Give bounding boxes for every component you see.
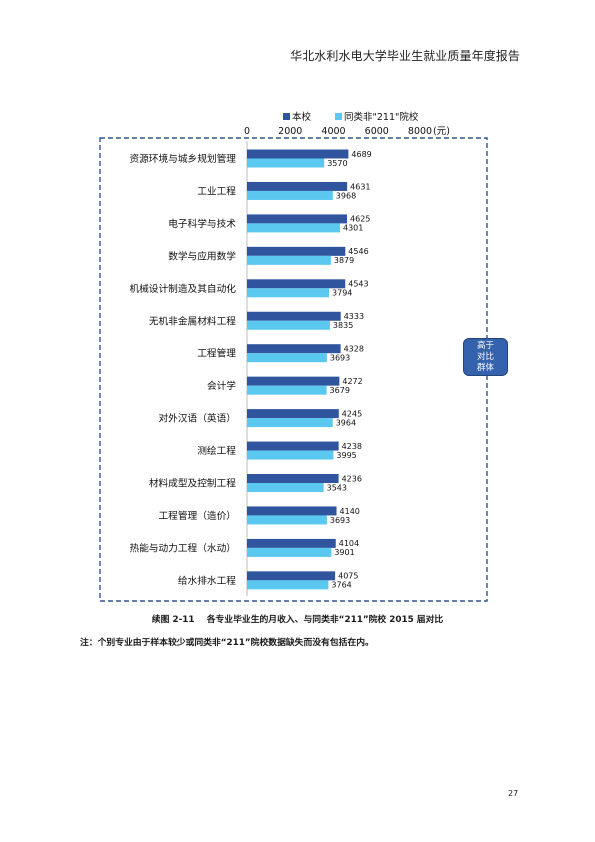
value-label-peer: 3764 [331, 581, 351, 590]
category-label: 会计学 [207, 379, 236, 392]
value-label-school: 4689 [351, 150, 371, 159]
callout-line-3: 群体 [476, 362, 494, 373]
bar-peer [247, 547, 332, 557]
bar-peer [247, 515, 327, 525]
bar-school [247, 344, 341, 354]
bar-peer [247, 158, 325, 168]
x-tick-label: 8000 [408, 126, 432, 137]
bar-school [247, 474, 339, 483]
value-label-school: 4543 [348, 280, 368, 289]
bar-peer [247, 190, 333, 200]
bar-school [247, 181, 348, 191]
figure-caption: 续图 2-11 各专业毕业生的月收入、与同类非“211”院校 2015 届对比 [151, 615, 444, 625]
bar-school [247, 311, 341, 321]
value-label-school: 4075 [338, 572, 358, 581]
value-label-school: 4272 [342, 377, 362, 386]
bar-school [247, 279, 346, 289]
bar-peer [247, 385, 327, 395]
value-label-school: 4236 [342, 474, 362, 483]
bar-peer [247, 418, 333, 428]
value-label-school: 4328 [344, 345, 364, 354]
value-label-peer: 3995 [336, 451, 356, 460]
bar-school [247, 571, 336, 581]
bars [247, 149, 349, 590]
category-label: 数学与应用数学 [168, 249, 236, 262]
legend-swatch-peer [335, 113, 342, 120]
value-label-peer: 3835 [333, 321, 353, 330]
category-label: 电子科学与技术 [168, 217, 236, 230]
category-label: 热能与动力工程（水动） [129, 541, 236, 554]
bar-school [247, 409, 339, 419]
bar-peer [247, 255, 331, 265]
value-label-peer: 3901 [334, 548, 354, 557]
bar-school [247, 246, 346, 256]
value-label-school: 4140 [340, 507, 360, 516]
chart-legend: 本校 同类非"211"院校 [283, 111, 419, 123]
legend-swatch-school [283, 113, 290, 120]
category-label: 机械设计制造及其自动化 [129, 282, 236, 295]
value-label-school: 4104 [339, 539, 359, 548]
bar-peer [247, 288, 330, 298]
bar-peer [247, 450, 334, 460]
bar-school [247, 149, 349, 159]
value-label-school: 4625 [350, 215, 370, 224]
value-label-peer: 3570 [327, 159, 347, 168]
value-label-school: 4238 [342, 442, 362, 451]
callout-line-1: 高于 [476, 340, 494, 351]
value-label-peer: 3693 [330, 516, 350, 525]
callout-line-2: 对比 [476, 351, 494, 362]
category-label: 材料成型及控制工程 [149, 477, 236, 490]
category-label: 工程管理 [197, 347, 236, 360]
value-label-peer: 3794 [332, 289, 352, 298]
bar-peer [247, 223, 341, 233]
chart-dashed-border [99, 137, 488, 602]
value-label-peer: 3964 [336, 418, 356, 427]
value-label-peer: 3543 [327, 483, 347, 492]
bar-peer [247, 580, 329, 590]
x-tick-label: 2000 [278, 126, 302, 137]
value-label-peer: 4301 [343, 224, 363, 233]
value-label-peer: 3693 [330, 354, 350, 363]
value-label-school: 4245 [342, 409, 362, 418]
category-label: 工业工程 [197, 185, 236, 197]
value-label-peer: 3968 [336, 191, 356, 200]
x-tick-label: 4000 [321, 126, 345, 137]
category-labels: 资源环境与城乡规划管理工业工程电子科学与技术数学与应用数学机械设计制造及其自动化… [129, 152, 236, 587]
figure-note: 注：个别专业由于样本较少或同类非“211”院校数据缺失而没有包括在内。 [80, 638, 374, 648]
bar-school [247, 441, 339, 451]
bar-school [247, 538, 336, 548]
value-label-peer: 3879 [334, 256, 354, 265]
report-title-header: 华北水利水电大学毕业生就业质量年度报告 [290, 49, 520, 63]
page-number: 27 [508, 789, 519, 798]
bar-peer [247, 483, 324, 492]
value-label-peer: 3679 [330, 386, 350, 395]
bar-school [247, 506, 337, 516]
value-label-school: 4546 [348, 247, 368, 256]
bar-peer [247, 353, 327, 363]
category-label: 无机非金属材料工程 [149, 314, 236, 327]
legend-label-school: 本校 [292, 111, 312, 123]
income-comparison-bar-chart: 本校 同类非"211"院校 0 2000 4000 6000 8000 (元) 资源环境… [99, 111, 488, 602]
x-axis-unit: (元) [433, 126, 450, 137]
x-tick-label: 0 [244, 126, 250, 137]
legend-label-peer: 同类非"211"院校 [344, 111, 419, 123]
bar-school [247, 214, 348, 224]
x-tick-label: 6000 [365, 126, 389, 137]
value-label-school: 4631 [350, 182, 370, 191]
category-label: 对外汉语（英语） [159, 412, 237, 425]
category-label: 测绘工程 [197, 444, 236, 457]
bar-peer [247, 320, 330, 330]
category-label: 资源环境与城乡规划管理 [129, 152, 236, 165]
category-label: 工程管理（造价） [159, 509, 237, 522]
higher-than-peer-callout: 高于 对比 群体 [463, 338, 508, 376]
bar-school [247, 376, 340, 386]
value-label-school: 4333 [344, 312, 364, 321]
category-label: 给水排水工程 [178, 574, 236, 587]
x-axis-ticks: 0 2000 4000 6000 8000 [244, 126, 432, 137]
